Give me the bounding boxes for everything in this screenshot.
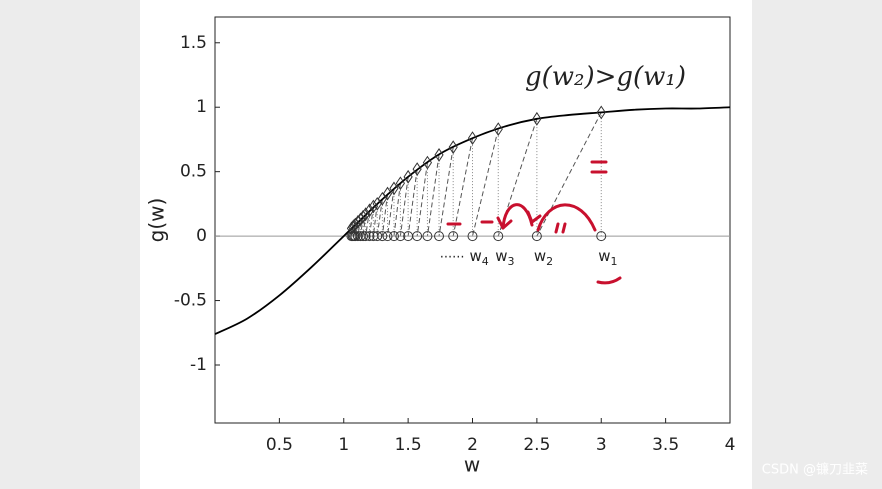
x-tick-label: 3.5 <box>652 435 679 455</box>
iterate-point <box>352 231 363 242</box>
iterate-point <box>448 231 459 242</box>
arrow-head <box>496 216 513 230</box>
y-axis-label: g(w) <box>145 198 169 243</box>
iterate-point <box>388 231 399 242</box>
iterate-value <box>412 162 422 176</box>
x-tick-label: 2 <box>467 435 478 455</box>
y-tick-label: -0.5 <box>174 291 207 311</box>
label-sub: 1 <box>611 255 618 268</box>
step-line <box>357 219 361 237</box>
iterate-value <box>448 140 458 155</box>
iterate-value <box>361 207 371 222</box>
axes-box <box>214 16 731 424</box>
iterate-point <box>531 231 542 242</box>
iterate-value <box>596 105 606 120</box>
iterate-point <box>596 231 607 242</box>
iterate-value <box>355 212 366 227</box>
step-line <box>399 176 409 237</box>
step-line <box>381 193 389 237</box>
step-line <box>376 198 383 237</box>
step-line <box>452 138 473 237</box>
iterate-value <box>403 169 413 184</box>
iterate-point <box>434 231 445 242</box>
iterate-point <box>395 231 406 242</box>
iterate-value <box>377 191 387 206</box>
iterate-value <box>493 122 503 137</box>
iterate-point <box>403 231 414 242</box>
iterate-value <box>346 221 357 236</box>
step-line <box>426 154 440 237</box>
x-tick-label: 4 <box>725 435 736 455</box>
watermark: CSDN @镰刀韭菜 <box>762 462 868 478</box>
x-tick-label: 1.5 <box>395 435 422 455</box>
label-sub: 4 <box>482 255 489 268</box>
y-tick-label: 1.5 <box>180 33 207 53</box>
iterate-point <box>382 231 393 242</box>
tick-ink <box>554 222 567 234</box>
iterate-value <box>358 209 368 224</box>
dash-ink <box>446 220 494 226</box>
label-base: w <box>470 247 482 265</box>
iterate-label: w1 <box>598 247 617 269</box>
ellipsis: ...... <box>440 247 465 262</box>
iterate-value <box>422 155 433 170</box>
x-tick-label: 2.5 <box>523 435 550 455</box>
label-sub: 3 <box>508 255 515 268</box>
annotation: g(w₂)>g(w₁) <box>525 62 686 92</box>
arrow-head <box>526 210 542 224</box>
iterate-point <box>360 231 371 242</box>
step-line <box>393 183 401 237</box>
step-line <box>353 224 356 237</box>
iterate-point <box>422 231 433 242</box>
label-base: w <box>534 247 546 265</box>
step-line <box>416 162 428 237</box>
iterate-label: w4 <box>470 247 489 269</box>
step-line <box>497 118 538 237</box>
x-tick-label: 1 <box>338 435 349 455</box>
step-line <box>438 147 454 237</box>
y-tick-label: 1 <box>196 97 207 117</box>
label-base: w <box>495 247 507 265</box>
iterate-value <box>467 131 478 146</box>
iterate-value <box>532 111 542 126</box>
iterate-point <box>493 231 504 242</box>
y-tick-label: 0.5 <box>180 162 207 182</box>
x-tick-label: 0.5 <box>266 435 293 455</box>
iterate-point <box>346 231 357 242</box>
iterate-point <box>372 231 383 242</box>
iterate-value <box>434 148 444 162</box>
label-base: w <box>598 247 610 265</box>
iterate-value <box>389 181 399 196</box>
iterate-value <box>368 199 378 214</box>
step-line <box>372 203 378 237</box>
label-sub: 2 <box>546 255 553 268</box>
iterate-label: w3 <box>495 247 514 269</box>
iterate-point <box>368 231 379 242</box>
iterate-value <box>382 186 393 201</box>
x-axis-label: w <box>464 453 480 477</box>
x-tick-label: 3 <box>596 435 607 455</box>
iterate-value <box>364 203 375 218</box>
curve <box>214 106 731 335</box>
step-line <box>407 169 418 237</box>
iterate-point <box>467 231 478 242</box>
arrow-ink <box>536 203 597 232</box>
y-tick-label: 0 <box>196 226 207 246</box>
underline-ink <box>596 276 622 285</box>
iterate-value <box>395 176 406 191</box>
step-line <box>472 129 499 237</box>
step-line <box>536 112 602 237</box>
step-line <box>387 188 395 237</box>
y-tick-label: -1 <box>190 355 207 375</box>
iterate-value <box>353 215 363 229</box>
equals-ink <box>590 160 608 174</box>
iterate-label: w2 <box>534 247 553 269</box>
